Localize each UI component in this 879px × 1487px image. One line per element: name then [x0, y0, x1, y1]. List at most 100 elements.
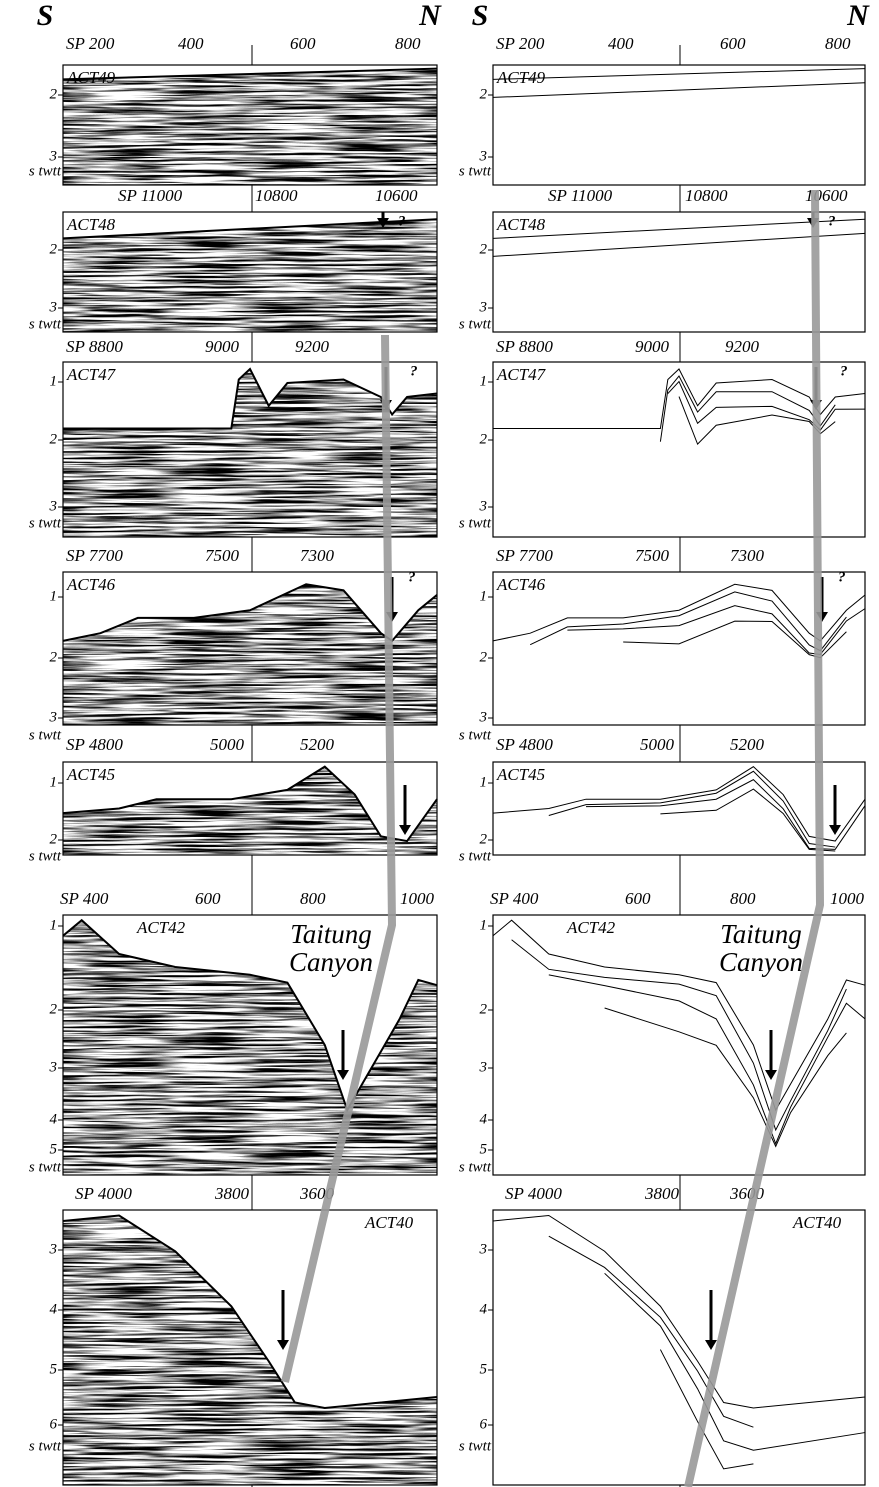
seismic-texture [63, 219, 437, 332]
unit-label: s twtt [29, 515, 62, 531]
south-label: S [37, 0, 54, 32]
panel-frame [492, 1209, 866, 1486]
unit-label: s twtt [459, 727, 492, 743]
depth-label: 2 [50, 831, 58, 847]
shot-point-label: 7500 [205, 546, 240, 565]
shot-point-label: 5000 [640, 735, 675, 754]
seafloor [62, 218, 438, 240]
unit-label: s twtt [459, 1159, 492, 1175]
shot-point-label: 9000 [205, 337, 240, 356]
question-mark: ? [838, 569, 846, 585]
shot-point-label: 800 [395, 34, 421, 53]
panel [62, 1209, 438, 1486]
seafloor [62, 67, 438, 81]
unit-label: s twtt [459, 1438, 492, 1454]
seafloor [63, 367, 438, 430]
interpreted-horizon [660, 788, 836, 852]
depth-label: 2 [50, 431, 58, 447]
unit-label: s twtt [459, 316, 492, 332]
depth-label: 5 [50, 1141, 58, 1157]
shot-point-label: 600 [720, 34, 746, 53]
unit-label: s twtt [29, 316, 62, 332]
south-label: S [472, 0, 489, 32]
panel-name: ACT40 [792, 1213, 842, 1232]
shot-point-label: 600 [195, 889, 221, 908]
interpreted-horizon [659, 1349, 754, 1470]
shot-point-label: 400 [608, 34, 634, 53]
panel [492, 64, 866, 186]
north-label: N [418, 0, 442, 32]
shot-point-label: 800 [730, 889, 756, 908]
panel-frame [62, 361, 438, 538]
depth-label: 3 [49, 709, 58, 725]
panel-name: ACT48 [496, 215, 546, 234]
interpreted-horizon [567, 605, 866, 656]
panel-frame [492, 211, 866, 333]
depth-label: 4 [480, 1301, 488, 1317]
panel [492, 571, 866, 726]
annotation: Canyon [289, 947, 373, 977]
shot-point-label: SP 11000 [118, 186, 183, 205]
panel-name: ACT42 [566, 918, 616, 937]
depth-label: 3 [479, 299, 488, 315]
panel [492, 211, 866, 333]
interpreted-horizon [492, 218, 866, 239]
depth-label: 5 [480, 1141, 488, 1157]
panel-name: ACT46 [496, 575, 546, 594]
depth-label: 3 [479, 709, 488, 725]
panel [62, 914, 438, 1176]
shot-point-label: SP 4800 [496, 735, 553, 754]
shot-point-label: SP 400 [490, 889, 539, 908]
shot-point-label: 5000 [210, 735, 245, 754]
shot-point-label: 3800 [214, 1184, 250, 1203]
question-mark: ? [840, 363, 848, 379]
depth-label: 3 [479, 1059, 488, 1075]
depth-label: 1 [50, 588, 58, 604]
depth-label: 3 [49, 1241, 58, 1257]
depth-label: 3 [479, 1241, 488, 1257]
panel-frame [492, 64, 866, 186]
interpreted-horizon [604, 1007, 847, 1148]
interpreted-horizon [511, 939, 847, 1132]
depth-label: 3 [479, 148, 488, 164]
question-mark: ? [410, 363, 418, 379]
interpreted-horizon [492, 583, 866, 642]
panel-frame [492, 361, 866, 538]
shot-point-label: SP 8800 [66, 337, 123, 356]
shot-point-label: 10800 [685, 186, 728, 205]
depth-label: 1 [480, 373, 488, 389]
depth-label: 2 [50, 1001, 58, 1017]
panel [62, 64, 438, 186]
panel-frame [492, 761, 866, 856]
depth-label: 1 [480, 917, 488, 933]
seafloor [62, 918, 438, 1113]
shot-point-label: SP 4000 [75, 1184, 132, 1203]
interpreted-horizon [492, 68, 866, 80]
depth-label: 5 [50, 1361, 58, 1377]
depth-label: 6 [50, 1416, 58, 1432]
interpreted-horizon [492, 82, 866, 98]
interpreted-horizon [548, 770, 836, 848]
panel-name: ACT49 [66, 68, 116, 87]
panel [62, 761, 438, 856]
interpreted-horizon [493, 368, 866, 429]
fault-trace [684, 189, 825, 1487]
shot-point-label: 7500 [635, 546, 670, 565]
depth-label: 3 [49, 1059, 58, 1075]
interpreted-horizon [667, 380, 866, 431]
panel-background [493, 572, 865, 725]
depth-label: 2 [480, 86, 488, 102]
panel-name: ACT45 [66, 765, 115, 784]
unit-label: s twtt [29, 1159, 62, 1175]
depth-label: 1 [480, 588, 488, 604]
unit-label: s twtt [29, 727, 62, 743]
depth-label: 2 [50, 241, 58, 257]
panel-frame [62, 914, 438, 1176]
panel [492, 914, 866, 1176]
unit-label: s twtt [459, 163, 492, 179]
panel-frame [492, 571, 866, 726]
depth-label: 3 [49, 498, 58, 514]
shot-point-label: SP 7700 [66, 546, 123, 565]
seafloor [62, 583, 438, 643]
panel-background [493, 362, 865, 537]
